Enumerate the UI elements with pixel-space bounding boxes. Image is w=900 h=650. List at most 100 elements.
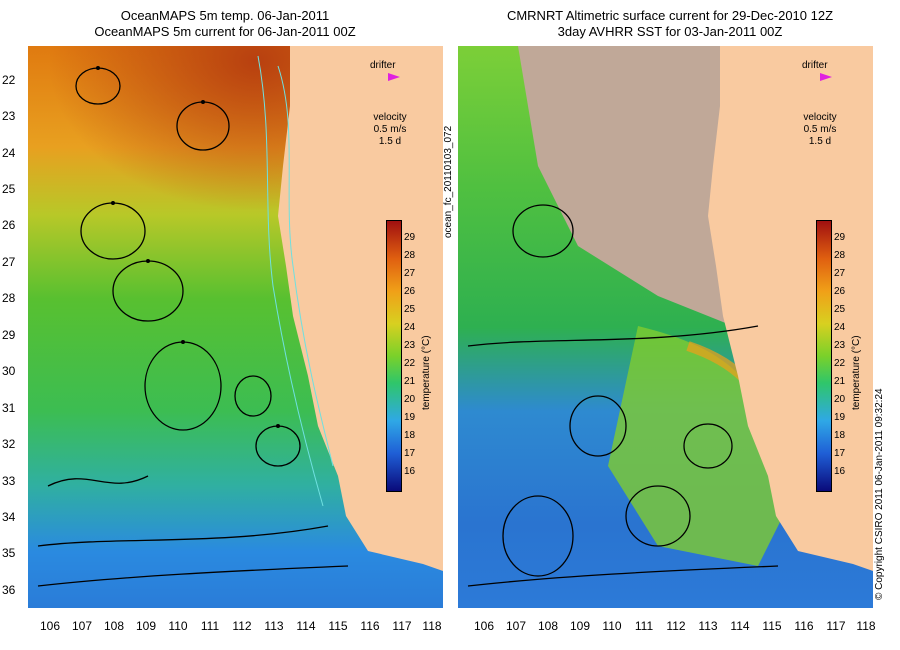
lat-label: 30 [2,364,16,378]
lat-label: 26 [2,218,16,232]
lon-label: 110 [168,619,188,633]
lat-label: 36 [2,583,16,597]
lon-label: 109 [135,619,157,633]
left-title-line1: OceanMAPS 5m temp. 06-Jan-2011 [120,8,330,23]
colorbar-tick: 18 [834,430,846,441]
temperature-colorbar [816,220,832,492]
lon-label: 107 [505,619,527,633]
lat-label: 24 [2,146,16,160]
colorbar-title: temperature (°C) [851,335,862,410]
copyright-text: © Copyright CSIRO 2011 06-Jan-2011 09:32… [874,388,885,600]
drifter-label: drifter [802,60,828,71]
lon-label: 115 [328,619,348,633]
lat-label: 25 [2,182,16,196]
drifter-legend: drifter [802,60,828,71]
lon-label: 113 [698,619,718,633]
colorbar-tick: 16 [404,466,416,477]
lon-label: 114 [296,619,316,633]
colorbar-tick: 20 [404,394,416,405]
lat-label: 34 [2,510,16,524]
left-title-line2: OceanMAPS 5m current for 06-Jan-2011 00Z [94,24,356,39]
lat-label: 27 [2,255,16,269]
right-title-line2: 3day AVHRR SST for 03-Jan-2011 00Z [557,24,783,39]
colorbar-tick: 28 [834,250,846,261]
colorbar-tick: 23 [834,340,846,351]
contour-line [277,65,334,467]
lon-label: 112 [232,619,252,633]
colorbar-tick: 22 [834,358,846,369]
colorbar-tick: 22 [404,358,416,369]
lat-label: 28 [2,291,16,305]
lon-label: 115 [762,619,782,633]
lon-label: 106 [39,619,61,633]
temperature-colorbar [386,220,402,492]
velocity-time: 1.5 d [808,136,832,147]
vector-dots [96,66,280,428]
colorbar-title: temperature (°C) [421,335,432,410]
lat-label: 22 [2,73,16,87]
colorbar-tick: 21 [404,376,416,387]
lon-label: 117 [392,619,412,633]
lat-label: 29 [2,328,16,342]
lat-label: 23 [2,109,16,123]
left-map-title: OceanMAPS 5m temp. 06-Jan-2011 OceanMAPS… [30,8,420,40]
lon-label: 113 [264,619,284,633]
lon-label: 116 [360,619,380,633]
right-map-panel [458,46,873,608]
colorbar-tick: 24 [834,322,846,333]
velocity-legend: velocity 0.5 m/s 1.5 d [355,112,425,148]
colorbar-tick: 28 [404,250,416,261]
colorbar-tick: 26 [834,286,846,297]
right-map-svg [458,46,873,608]
lon-label: 114 [730,619,750,633]
right-title-line1: CMRNRT Altimetric surface current for 29… [506,8,834,23]
velocity-time: 1.5 d [378,136,402,147]
lon-label: 112 [666,619,686,633]
velocity-legend: velocity 0.5 m/s 1.5 d [785,112,855,148]
colorbar-tick: 19 [404,412,416,423]
velocity-label: velocity [373,112,407,123]
lat-label: 33 [2,474,16,488]
lon-label: 109 [569,619,591,633]
lat-label: 32 [2,437,16,451]
drifter-marker-icon [820,73,832,81]
lon-label: 110 [602,619,622,633]
lon-label: 106 [473,619,495,633]
colorbar-tick: 20 [834,394,846,405]
lon-label: 118 [422,619,442,633]
colorbar-tick: 27 [404,268,416,279]
lon-label: 107 [71,619,93,633]
velocity-label: velocity [803,112,837,123]
colorbar-tick: 23 [404,340,416,351]
lon-label: 116 [794,619,814,633]
colorbar-tick: 17 [834,448,846,459]
colorbar-tick: 29 [404,232,416,243]
colorbar-tick: 17 [404,448,416,459]
colorbar-tick: 18 [404,430,416,441]
colorbar-tick: 26 [404,286,416,297]
forecast-run-id: ocean_fc_20110103_072 [443,125,454,238]
lat-label: 35 [2,546,16,560]
velocity-value: 0.5 m/s [803,124,837,135]
current-vectors [467,204,779,587]
contour-line [257,55,324,507]
lon-label: 118 [856,619,876,633]
colorbar-tick: 19 [834,412,846,423]
lon-label: 117 [826,619,846,633]
colorbar-tick: 29 [834,232,846,243]
lat-label: 31 [2,401,16,415]
colorbar-tick: 25 [404,304,416,315]
velocity-value: 0.5 m/s [373,124,407,135]
drifter-legend: drifter [370,60,396,71]
drifter-label: drifter [370,60,396,71]
lon-label: 111 [200,619,220,633]
lon-label: 108 [103,619,125,633]
left-map-panel [28,46,443,608]
lon-label: 111 [634,619,654,633]
colorbar-tick: 27 [834,268,846,279]
colorbar-tick: 25 [834,304,846,315]
drifter-marker-icon [388,73,400,81]
left-map-svg [28,46,443,608]
colorbar-tick: 21 [834,376,846,387]
colorbar-tick: 24 [404,322,416,333]
